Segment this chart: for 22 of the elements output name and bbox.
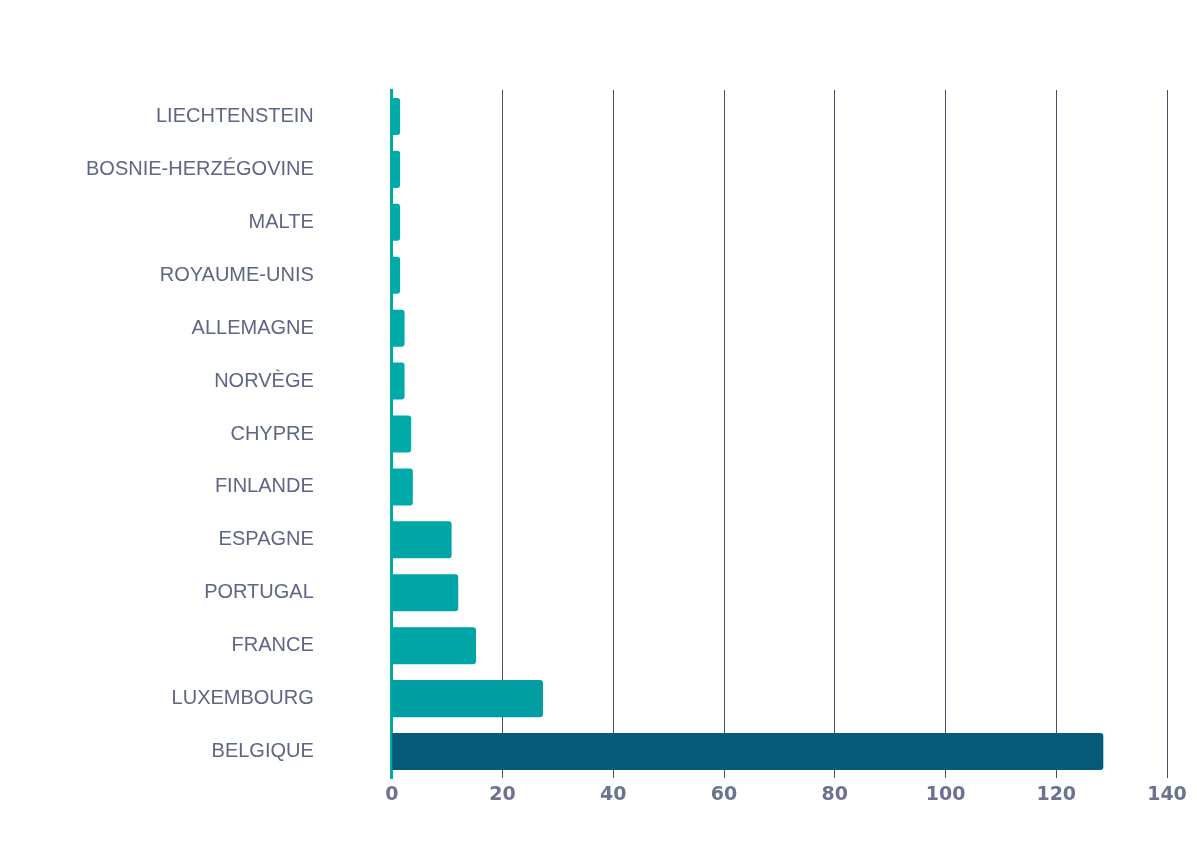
x-tick-label: 0: [385, 782, 399, 805]
y-tick-label: MALTE: [248, 209, 314, 232]
y-tick-label: BELGIQUE: [211, 739, 314, 762]
x-tick-label: 100: [925, 782, 966, 805]
y-tick-label: BOSNIE-HERZÉGOVINE: [86, 156, 314, 179]
y-tick-label: LUXEMBOURG: [171, 686, 314, 709]
y-tick-label: LIECHTENSTEIN: [156, 103, 314, 126]
x-tick-label: 60: [710, 782, 738, 805]
x-tick-label: 120: [1036, 782, 1077, 805]
x-tick-label: 40: [600, 782, 627, 805]
y-tick-label: CHYPRE: [230, 421, 314, 444]
y-tick-label: FINLANDE: [214, 474, 314, 497]
x-tick-label: 20: [489, 782, 516, 805]
y-tick-label: ROYAUME-UNIS: [159, 262, 314, 285]
y-tick-label: ALLEMAGNE: [191, 315, 314, 338]
y-tick-label: PORTUGAL: [204, 580, 314, 603]
y-tick-label: FRANCE: [231, 633, 314, 656]
y-tick-label: NORVÈGE: [214, 368, 314, 391]
x-tick-label: 80: [821, 782, 848, 805]
x-tick-label: 140: [1147, 782, 1187, 805]
y-tick-label: ESPAGNE: [218, 527, 314, 550]
bar: [392, 733, 1104, 771]
